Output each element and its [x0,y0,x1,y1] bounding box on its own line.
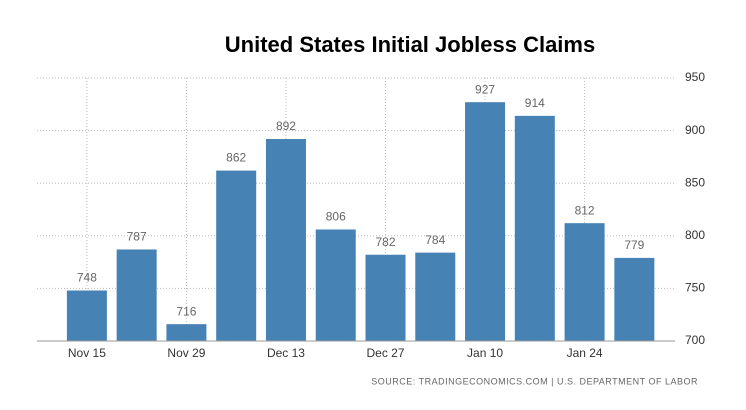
bar [265,139,306,341]
bar [614,257,655,341]
data-label: 892 [276,119,296,133]
data-label: 927 [475,82,495,96]
bar [564,223,605,341]
x-tick-label: Dec 13 [267,346,305,360]
data-label: 779 [624,238,644,252]
bar [66,290,107,341]
data-label: 812 [575,203,595,217]
data-label: 862 [226,151,246,165]
bar [415,252,456,341]
bar [216,170,257,341]
y-tick-label: 750 [685,281,705,295]
y-tick-label: 850 [685,175,705,189]
bar [166,324,207,341]
data-label: 748 [77,271,97,285]
chart-title: United States Initial Jobless Claims [225,32,595,57]
bar [365,254,406,341]
source-note: SOURCE: TRADINGECONOMICS.COM | U.S. DEPA… [371,376,698,386]
data-label: 914 [525,96,545,110]
bar [465,102,506,341]
y-tick-label: 950 [685,70,705,84]
y-tick-label: 900 [685,123,705,137]
x-tick-label: Jan 24 [567,346,603,360]
data-label: 787 [127,230,147,244]
y-tick-label: 700 [685,333,705,347]
data-label: 784 [425,233,445,247]
data-label: 716 [176,304,196,318]
x-tick-label: Jan 10 [467,346,503,360]
bar [514,115,555,341]
bar [315,229,356,341]
data-label: 806 [326,210,346,224]
x-tick-label: Dec 27 [366,346,404,360]
y-tick-label: 800 [685,228,705,242]
x-tick-label: Nov 15 [68,346,106,360]
x-tick-label: Nov 29 [167,346,205,360]
data-label: 782 [375,235,395,249]
bar [116,249,157,341]
